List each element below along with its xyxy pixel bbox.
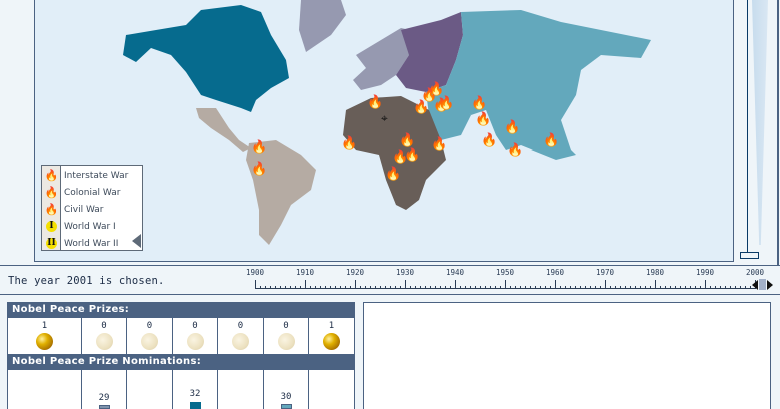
civil-war-flame-icon[interactable]: 🔥 xyxy=(251,140,268,155)
civil-war-flame-icon[interactable]: 🔥 xyxy=(367,95,384,110)
nomination-cell[interactable] xyxy=(309,370,354,409)
civil-war-flame-icon[interactable]: 🔥 xyxy=(428,82,445,97)
civil-war-flame-icon[interactable]: 🔥 xyxy=(431,137,448,152)
civil-war-flame-icon[interactable]: 🔥 xyxy=(504,120,521,135)
nomination-bar xyxy=(98,405,110,409)
faded-medal-icon xyxy=(141,333,158,350)
world-map-graphic[interactable] xyxy=(35,0,734,262)
nomination-cell[interactable] xyxy=(127,370,173,409)
nomination-cell[interactable] xyxy=(8,370,82,409)
prize-cell[interactable]: 0 xyxy=(127,318,173,354)
timeline-ticks xyxy=(255,268,775,292)
prize-cell[interactable]: 1 xyxy=(309,318,354,354)
zoom-wedge xyxy=(752,0,768,245)
gold-medal-icon xyxy=(36,333,53,350)
civil-war-flame-icon[interactable]: 🔥 xyxy=(507,143,524,158)
legend-item-interstate-war: 🔥 Interstate War xyxy=(42,167,142,184)
civil-war-flame-icon[interactable]: 🔥 xyxy=(341,136,358,151)
crosshair-cursor-icon: ⌖ xyxy=(381,111,388,125)
nomination-cell[interactable] xyxy=(218,370,264,409)
civil-war-flame-icon[interactable]: 🔥 xyxy=(543,133,560,148)
civil-war-flame-icon[interactable]: 🔥 xyxy=(404,148,421,163)
interstate-war-flame-icon[interactable]: 🔥 xyxy=(471,96,488,111)
prize-cell[interactable]: 0 xyxy=(218,318,264,354)
legend-item-world-war-1: I World War I xyxy=(42,218,142,235)
prizes-row: 1 0 0 0 0 0 1 xyxy=(8,318,354,354)
world-map[interactable]: 🔥 🔥 🔥 🔥 🔥 🔥 🔥 🔥 🔥 🔥 🔥 🔥 🔥 🔥 🔥 🔥 🔥 🔥 🔥 🔥 … xyxy=(34,0,734,262)
nominations-heading: Nobel Peace Prize Nominations: xyxy=(8,354,354,370)
detail-panel xyxy=(363,302,771,409)
civil-war-flame-icon[interactable]: 🔥 xyxy=(421,88,438,103)
nomination-cell[interactable]: 32 xyxy=(173,370,218,409)
colonial-war-flame-icon[interactable]: 🔥 xyxy=(413,100,430,115)
faded-medal-icon xyxy=(277,333,295,350)
civil-war-flame-icon: 🔥 xyxy=(44,203,59,216)
legend-item-civil-war: 🔥 Civil War xyxy=(42,201,142,218)
prizes-heading: Nobel Peace Prizes: xyxy=(8,302,354,318)
civil-war-flame-icon[interactable]: 🔥 xyxy=(433,98,450,113)
world-war-2-icon: II xyxy=(46,238,57,249)
status-text: The year 2001 is chosen. xyxy=(8,275,165,287)
world-war-1-icon: I xyxy=(46,221,57,232)
civil-war-flame-icon[interactable]: 🔥 xyxy=(251,162,268,177)
prize-cell[interactable]: 0 xyxy=(82,318,127,354)
interstate-war-flame-icon: 🔥 xyxy=(44,169,59,182)
zoom-track[interactable] xyxy=(747,0,748,253)
right-border xyxy=(777,0,779,267)
prize-cell[interactable]: 0 xyxy=(264,318,309,354)
faded-medal-icon xyxy=(232,333,249,350)
nominations-row: 29 32 30 xyxy=(8,370,354,409)
gold-medal-icon xyxy=(323,333,340,350)
nomination-cell[interactable]: 29 xyxy=(82,370,127,409)
legend-collapse-toggle-icon[interactable] xyxy=(132,234,141,248)
faded-medal-icon xyxy=(95,333,113,350)
map-zoom-slider[interactable] xyxy=(738,0,778,262)
civil-war-flame-icon[interactable]: 🔥 xyxy=(399,133,416,148)
legend-item-world-war-2: II World War II xyxy=(46,238,119,249)
civil-war-flame-icon[interactable]: 🔥 xyxy=(385,167,402,182)
zoom-handle[interactable] xyxy=(740,252,759,259)
nomination-cell[interactable]: 30 xyxy=(264,370,309,409)
civil-war-flame-icon[interactable]: 🔥 xyxy=(392,150,409,165)
legend-item-colonial-war: 🔥 Colonial War xyxy=(42,184,142,201)
year-timeline[interactable]: 1900 1910 1920 1930 1940 1950 1960 1970 … xyxy=(246,268,775,292)
timeline-bar: The year 2001 is chosen. 1900 1910 1920 … xyxy=(0,265,780,295)
nomination-bar xyxy=(280,404,292,409)
year-slider-thumb[interactable] xyxy=(759,279,766,290)
prize-cell[interactable]: 1 xyxy=(8,318,82,354)
nomination-bar xyxy=(189,402,201,409)
previous-year-arrow-icon[interactable] xyxy=(752,280,758,290)
next-year-arrow-icon[interactable] xyxy=(767,280,773,290)
civil-war-flame-icon[interactable]: 🔥 xyxy=(481,133,498,148)
faded-medal-icon xyxy=(186,333,204,350)
civil-war-flame-icon[interactable]: 🔥 xyxy=(475,112,492,127)
prize-cell[interactable]: 0 xyxy=(173,318,218,354)
colonial-war-flame-icon: 🔥 xyxy=(44,186,59,199)
nobel-prize-table: Nobel Peace Prizes: 1 0 0 0 0 0 1 xyxy=(7,302,355,409)
map-legend: 🔥 Interstate War 🔥 Colonial War 🔥 Civil … xyxy=(41,165,143,251)
civil-war-flame-icon[interactable]: 🔥 xyxy=(438,96,455,111)
